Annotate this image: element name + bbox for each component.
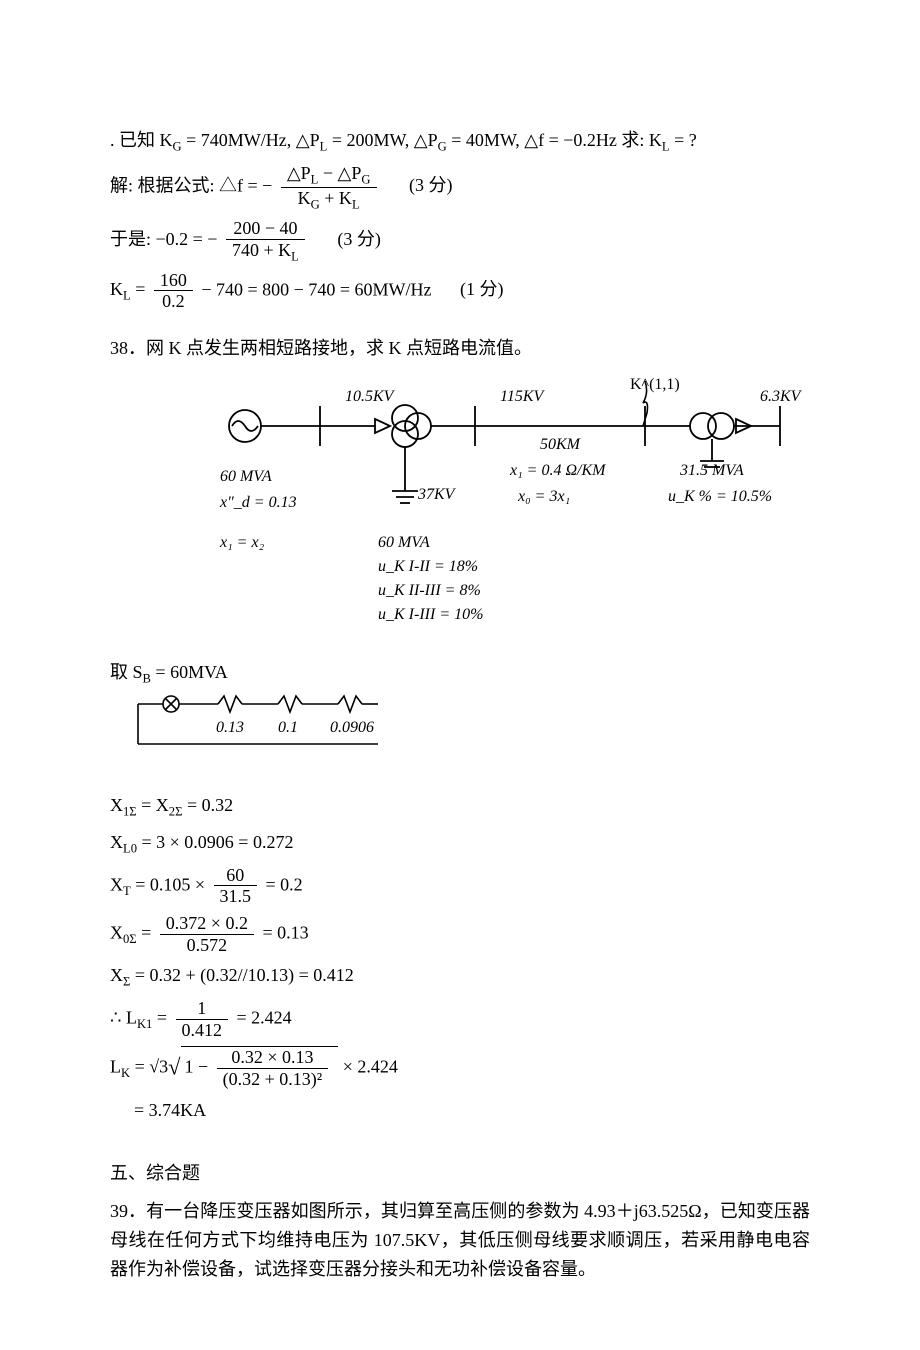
p38-sb-label: 取 SB = 60MVA xyxy=(110,658,810,689)
p38-sb-block: 取 SB = 60MVA 0.13 xyxy=(110,658,810,764)
calc-l3-num: 60 xyxy=(214,865,258,887)
p37-frac1: △PL − △PG KG + KL xyxy=(281,163,377,212)
p37-frac2-den: 740 + KL xyxy=(226,240,305,264)
calc-l7-den: (0.32 + 0.13)² xyxy=(217,1069,329,1090)
p38-sequence-diagram: 0.13 0.1 0.0906 xyxy=(128,694,810,763)
calc-l1: X1Σ = X2Σ = 0.32 xyxy=(110,791,810,822)
lbl-x1x2: x₁ = x₂ xyxy=(219,534,265,551)
lbl-uk23: u_K I-III = 10% xyxy=(378,606,483,623)
calc-l3-frac: 60 31.5 xyxy=(214,865,258,907)
p37-frac1-den: KG + KL xyxy=(281,188,377,212)
calc-l3-den: 31.5 xyxy=(214,886,258,907)
lbl-xd: x″_d = 0.13 xyxy=(219,494,297,511)
p37-frac3-num: 160 xyxy=(154,270,193,292)
calc-l7-post: × 2.424 xyxy=(343,1057,398,1077)
p37-given-text: . 已知 KG = 740MW/Hz, △PL = 200MW, △PG = 4… xyxy=(110,130,697,150)
p37-frac3: 160 0.2 xyxy=(154,270,193,312)
lbl-t1rating: 60 MVA xyxy=(378,534,430,551)
page: . 已知 KG = 740MW/Hz, △PL = 200MW, △PG = 4… xyxy=(0,0,920,1350)
calc-l6: ∴ LK1 = 1 0.412 = 2.424 xyxy=(110,998,810,1040)
seq-x1: 0.13 xyxy=(216,719,244,736)
calc-l3: XT = 0.105 × 60 31.5 = 0.2 xyxy=(110,865,810,907)
p37-pts3: (1 分) xyxy=(460,279,504,299)
p37-frac1-num: △PL − △PG xyxy=(281,163,377,188)
calc-l6-num: 1 xyxy=(176,998,229,1020)
lbl-vlv: 6.3KV xyxy=(760,388,803,405)
p37-frac2: 200 − 40 740 + KL xyxy=(226,218,305,264)
p37-line3: KL = 160 0.2 − 740 = 800 − 740 = 60MW/Hz… xyxy=(110,270,810,312)
calc-l2: XL0 = 3 × 0.0906 = 0.272 xyxy=(110,828,810,859)
p38-circuit-diagram: 10.5KV 115KV K^(1,1) 6.3KV 50KM x₁ = 0.4… xyxy=(200,371,810,640)
lbl-uk12: u_K I-II = 18% xyxy=(378,558,478,575)
p37-sol-label: 解: 根据公式: △f = − xyxy=(110,175,272,195)
calc-l4-den: 0.572 xyxy=(160,935,254,956)
calc-l6-post: = 2.424 xyxy=(237,1007,292,1027)
lbl-vhv: 115KV xyxy=(500,388,545,405)
seq-x2: 0.1 xyxy=(278,719,298,736)
calc-l4-num: 0.372 × 0.2 xyxy=(160,913,254,935)
p37-pts2: (3 分) xyxy=(337,229,381,249)
lbl-t2rating: 31.5 MVA xyxy=(679,462,744,479)
p38-title: 38．网 K 点发生两相短路接地，求 K 点短路电流值。 xyxy=(110,334,810,363)
p37-line3-post: − 740 = 800 − 740 = 60MW/Hz xyxy=(201,279,431,299)
p37-line1: 解: 根据公式: △f = − △PL − △PG KG + KL (3 分) xyxy=(110,163,810,212)
calc-l6-den: 0.412 xyxy=(176,1020,229,1041)
calc-l7-num: 0.32 × 0.13 xyxy=(217,1047,329,1069)
p37-line2: 于是: −0.2 = − 200 − 40 740 + KL (3 分) xyxy=(110,218,810,264)
calc-l5: XΣ = 0.32 + (0.32//10.13) = 0.412 xyxy=(110,961,810,992)
lbl-vter: 37KV xyxy=(417,486,457,503)
lbl-vgen: 10.5KV xyxy=(345,388,396,405)
calc-l4-frac: 0.372 × 0.2 0.572 xyxy=(160,913,254,955)
lbl-ukt2: u_K % = 10.5% xyxy=(668,488,772,505)
lbl-uk13: u_K II-III = 8% xyxy=(378,582,481,599)
calc-l8: = 3.74KA xyxy=(134,1096,810,1125)
calc-l7-frac: 0.32 × 0.13 (0.32 + 0.13)² xyxy=(217,1047,329,1089)
p37-frac3-den: 0.2 xyxy=(154,291,193,312)
p37-line3-pre: KL = xyxy=(110,279,150,299)
calc-l6-frac: 1 0.412 xyxy=(176,998,229,1040)
calc-l4: X0Σ = 0.372 × 0.2 0.572 = 0.13 xyxy=(110,913,810,955)
lbl-k: K^(1,1) xyxy=(630,376,680,393)
p37-given: . 已知 KG = 740MW/Hz, △PL = 200MW, △PG = 4… xyxy=(110,126,810,157)
p38-calc: X1Σ = X2Σ = 0.32 XL0 = 3 × 0.0906 = 0.27… xyxy=(110,791,810,1125)
section5-title: 五、综合题 xyxy=(110,1159,810,1188)
calc-l3-post: = 0.2 xyxy=(266,874,303,894)
calc-l7: LK = √3√ 1 − 0.32 × 0.13 (0.32 + 0.13)² … xyxy=(110,1046,810,1089)
lbl-x1line: x₁ = 0.4 Ω/KM xyxy=(509,462,607,479)
lbl-len: 50KM xyxy=(540,436,582,453)
p39-text: 39．有一台降压变压器如图所示，其归算至高压侧的参数为 4.93＋j63.525… xyxy=(110,1197,810,1283)
lbl-genrating: 60 MVA xyxy=(220,468,272,485)
p37-pts1: (3 分) xyxy=(409,175,453,195)
p37-frac2-num: 200 − 40 xyxy=(226,218,305,240)
p37-line2-pre: 于是: −0.2 = − xyxy=(110,229,217,249)
lbl-x0line: x₀ = 3x₁ xyxy=(517,488,570,505)
calc-l4-post: = 0.13 xyxy=(262,922,308,942)
seq-x3: 0.0906 xyxy=(330,719,374,736)
